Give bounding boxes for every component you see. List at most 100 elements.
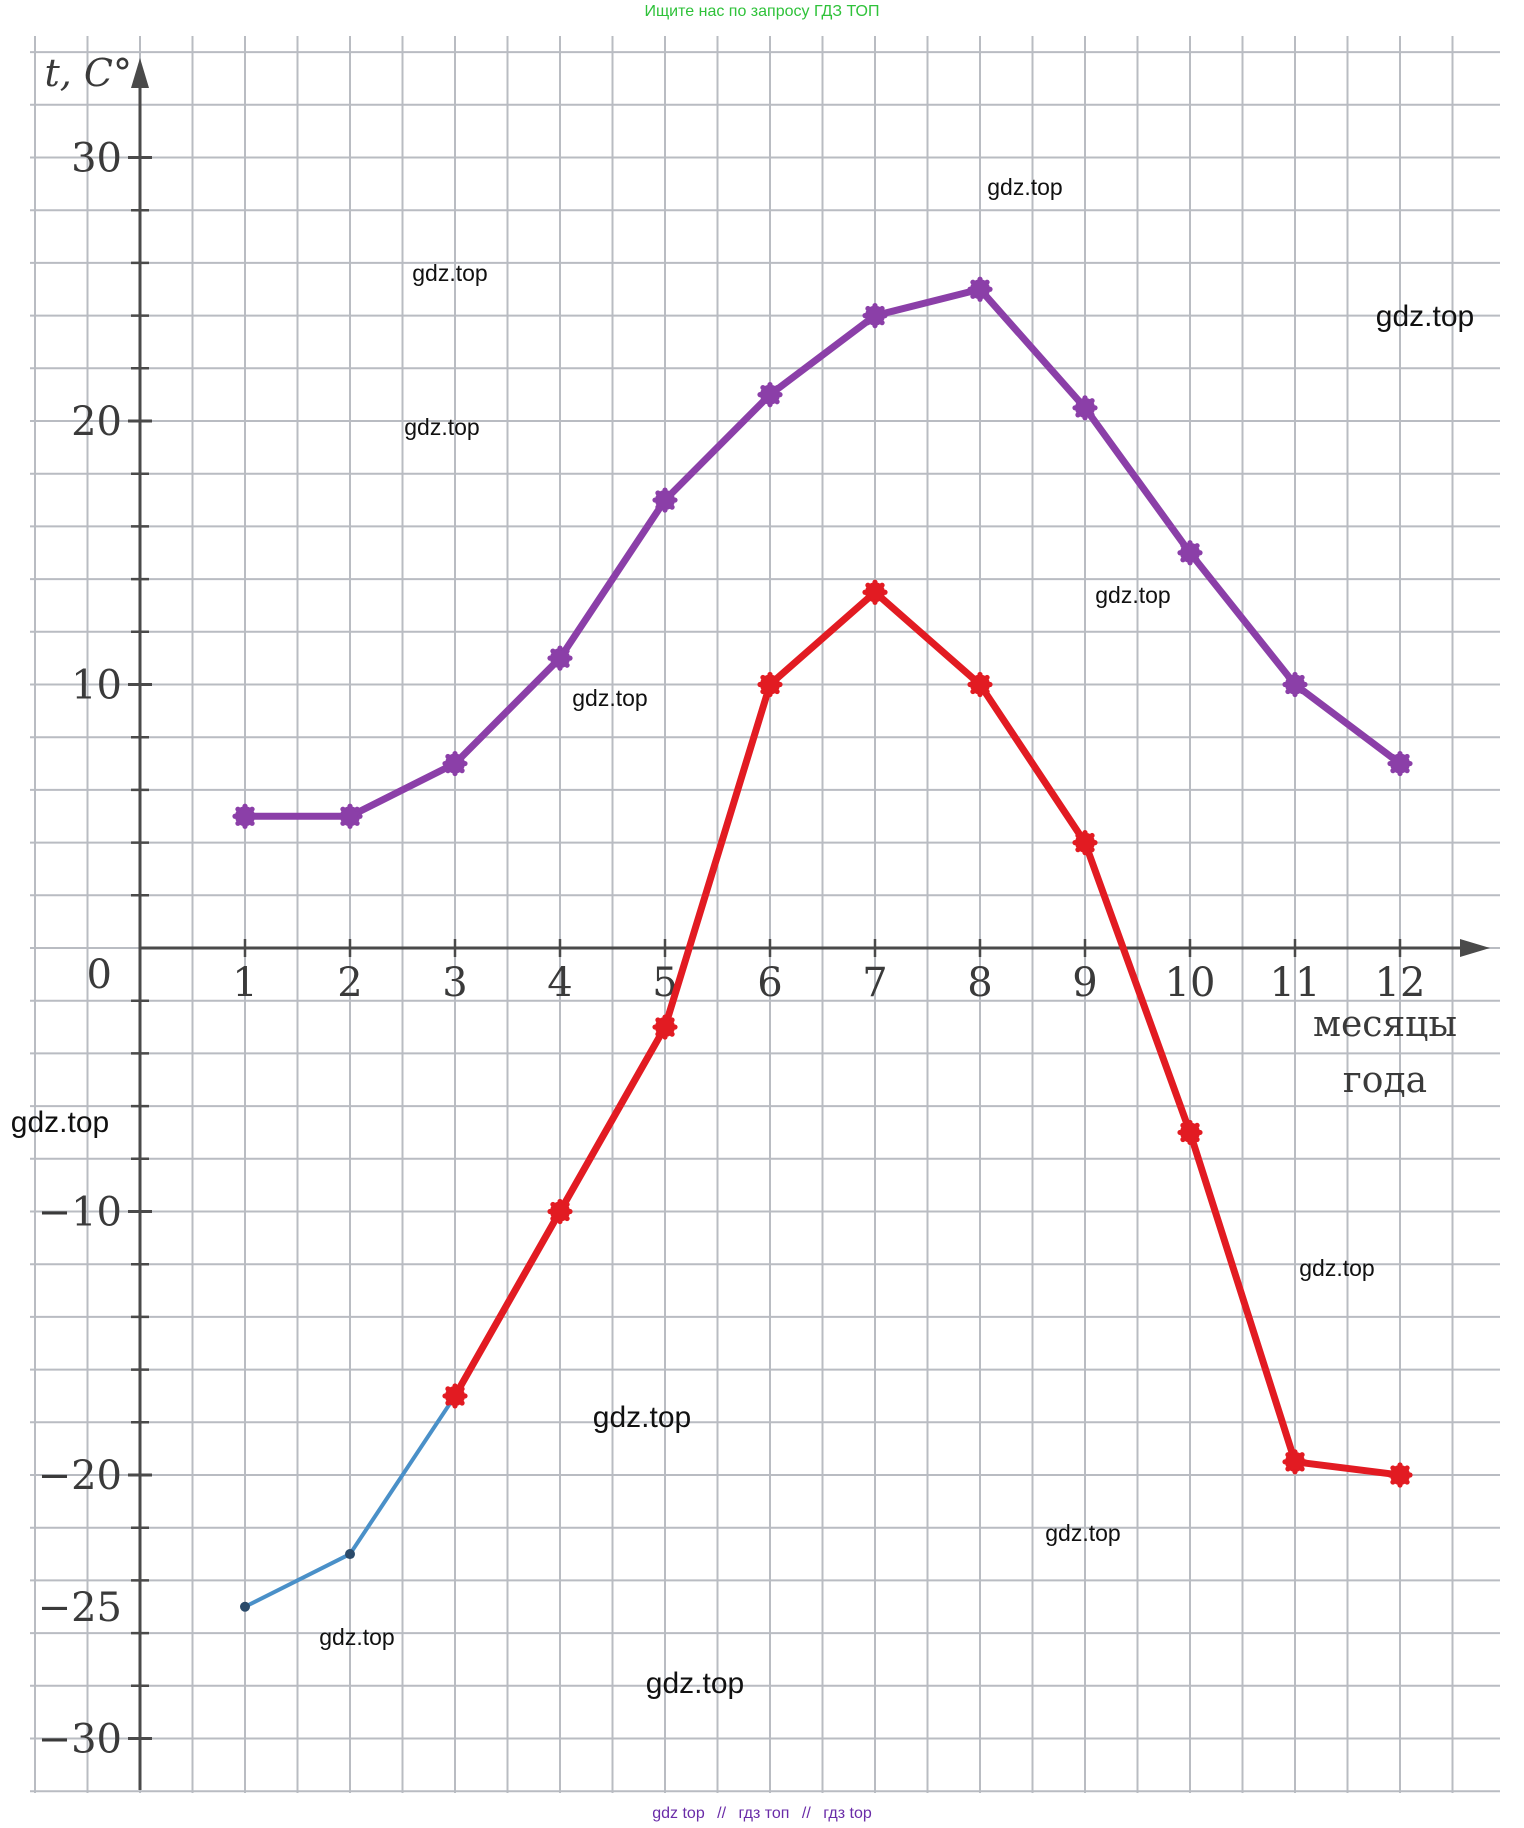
data-point-spike — [760, 674, 766, 681]
series-segment — [1291, 1458, 1404, 1479]
y-tick-label: 10 — [71, 663, 122, 709]
series-segment — [871, 285, 984, 320]
data-point — [550, 648, 570, 669]
y-axis-title: t, С° — [44, 51, 132, 95]
x-tick-label: 3 — [442, 960, 467, 1006]
data-point-spike — [774, 384, 780, 391]
footer-link[interactable]: гдз топ — [738, 1805, 790, 1822]
data-point-spike — [1092, 405, 1098, 411]
data-point-spike — [655, 490, 661, 496]
series-segment — [766, 312, 879, 399]
data-point-spike — [882, 313, 888, 319]
footer-link[interactable]: гдз top — [823, 1805, 872, 1822]
data-point-spike — [655, 1031, 661, 1037]
data-point-spike — [1075, 398, 1081, 404]
data-point-spike — [872, 579, 878, 585]
watermark-text: gdz.top — [572, 685, 647, 711]
data-point-spike — [655, 1017, 661, 1023]
data-point-spike — [1180, 543, 1186, 549]
series-segment — [1186, 549, 1299, 688]
data-point-spike — [774, 674, 780, 681]
data-point-spike — [862, 589, 868, 595]
data-point-spike — [1302, 681, 1308, 688]
data-point-spike — [1197, 1129, 1203, 1136]
series-segment — [556, 496, 669, 662]
data-point-spike — [1089, 847, 1095, 853]
data-point-spike — [557, 645, 563, 651]
data-point-spike — [865, 320, 871, 326]
data-point-spike — [249, 820, 255, 826]
data-point-spike — [1299, 688, 1305, 695]
data-point-spike — [462, 1393, 468, 1399]
data-point-spike — [442, 1393, 448, 1399]
data-point-spike — [249, 806, 255, 812]
data-point — [655, 1017, 675, 1038]
series-lower — [240, 579, 1413, 1612]
data-point-spike — [337, 813, 343, 819]
data-point-spike — [1177, 550, 1183, 556]
data-point-spike — [1180, 1136, 1186, 1143]
data-point-spike — [1292, 1469, 1298, 1475]
data-point-spike — [1187, 540, 1193, 546]
data-point-spike — [1082, 415, 1088, 421]
axes — [128, 58, 1490, 1790]
x-tick-label: 12 — [1375, 960, 1426, 1006]
data-point — [760, 384, 780, 405]
series-segment — [976, 285, 1089, 412]
data-point-spike — [459, 753, 465, 760]
data-point-spike — [652, 1024, 658, 1030]
x-tick-label: 8 — [967, 960, 992, 1006]
data-point-spike — [235, 806, 241, 812]
data-point-spike — [774, 688, 780, 695]
data-point-spike — [1072, 405, 1078, 411]
data-point-spike — [1187, 1139, 1193, 1146]
footer-link[interactable]: gdz top — [652, 1805, 705, 1822]
data-point-spike — [557, 665, 563, 671]
data-point-spike — [1285, 688, 1291, 695]
x-tick-label: 10 — [1165, 960, 1216, 1006]
x-axis-title: года — [1343, 1060, 1427, 1101]
data-point-spike — [242, 823, 248, 829]
data-point-spike — [970, 279, 976, 285]
x-tick-label: 1 — [232, 960, 257, 1006]
data-point-spike — [984, 674, 990, 681]
series — [232, 276, 1413, 1612]
data-point-spike — [1299, 1466, 1305, 1472]
series-segment — [661, 681, 774, 1031]
x-tick-label: 2 — [337, 960, 362, 1006]
data-point-spike — [1404, 768, 1410, 774]
x-tick-label: 9 — [1072, 960, 1097, 1006]
data-point-spike — [445, 1386, 451, 1392]
data-point-spike — [669, 504, 675, 510]
data-point-spike — [879, 305, 885, 312]
origin-label: 0 — [87, 952, 112, 998]
data-point-spike — [872, 323, 878, 329]
data-point-spike — [777, 392, 783, 398]
data-point-spike — [1397, 1482, 1403, 1488]
series-upper — [232, 276, 1413, 829]
top-banner[interactable]: Ищите нас по запросу ГДЗ ТОП — [644, 3, 880, 20]
footer-separator: // — [801, 1805, 811, 1822]
data-point-spike — [1292, 1449, 1298, 1455]
watermark-text: gdz.top — [404, 414, 479, 440]
data-point-spike — [550, 662, 556, 668]
data-point-spike — [1397, 1462, 1403, 1468]
data-point-spike — [1089, 832, 1095, 839]
data-point-spike — [1075, 832, 1081, 839]
watermark-text: gdz.top — [412, 260, 487, 286]
data-point — [550, 1201, 570, 1222]
data-point-spike — [1285, 1452, 1291, 1458]
data-point-spike — [547, 1208, 553, 1215]
series-segment — [1081, 404, 1194, 557]
data-point-spike — [354, 820, 360, 826]
data-point-spike — [1292, 671, 1298, 678]
data-point-spike — [757, 681, 763, 688]
x-tick-label: 11 — [1270, 960, 1321, 1006]
y-tick-label: −10 — [38, 1190, 122, 1236]
data-point-spike — [564, 648, 570, 654]
data-point-spike — [1390, 768, 1396, 774]
x-tick-label: 4 — [547, 960, 572, 1006]
data-point-spike — [445, 753, 451, 760]
data-point-spike — [340, 820, 346, 826]
data-point-spike — [564, 1201, 570, 1208]
